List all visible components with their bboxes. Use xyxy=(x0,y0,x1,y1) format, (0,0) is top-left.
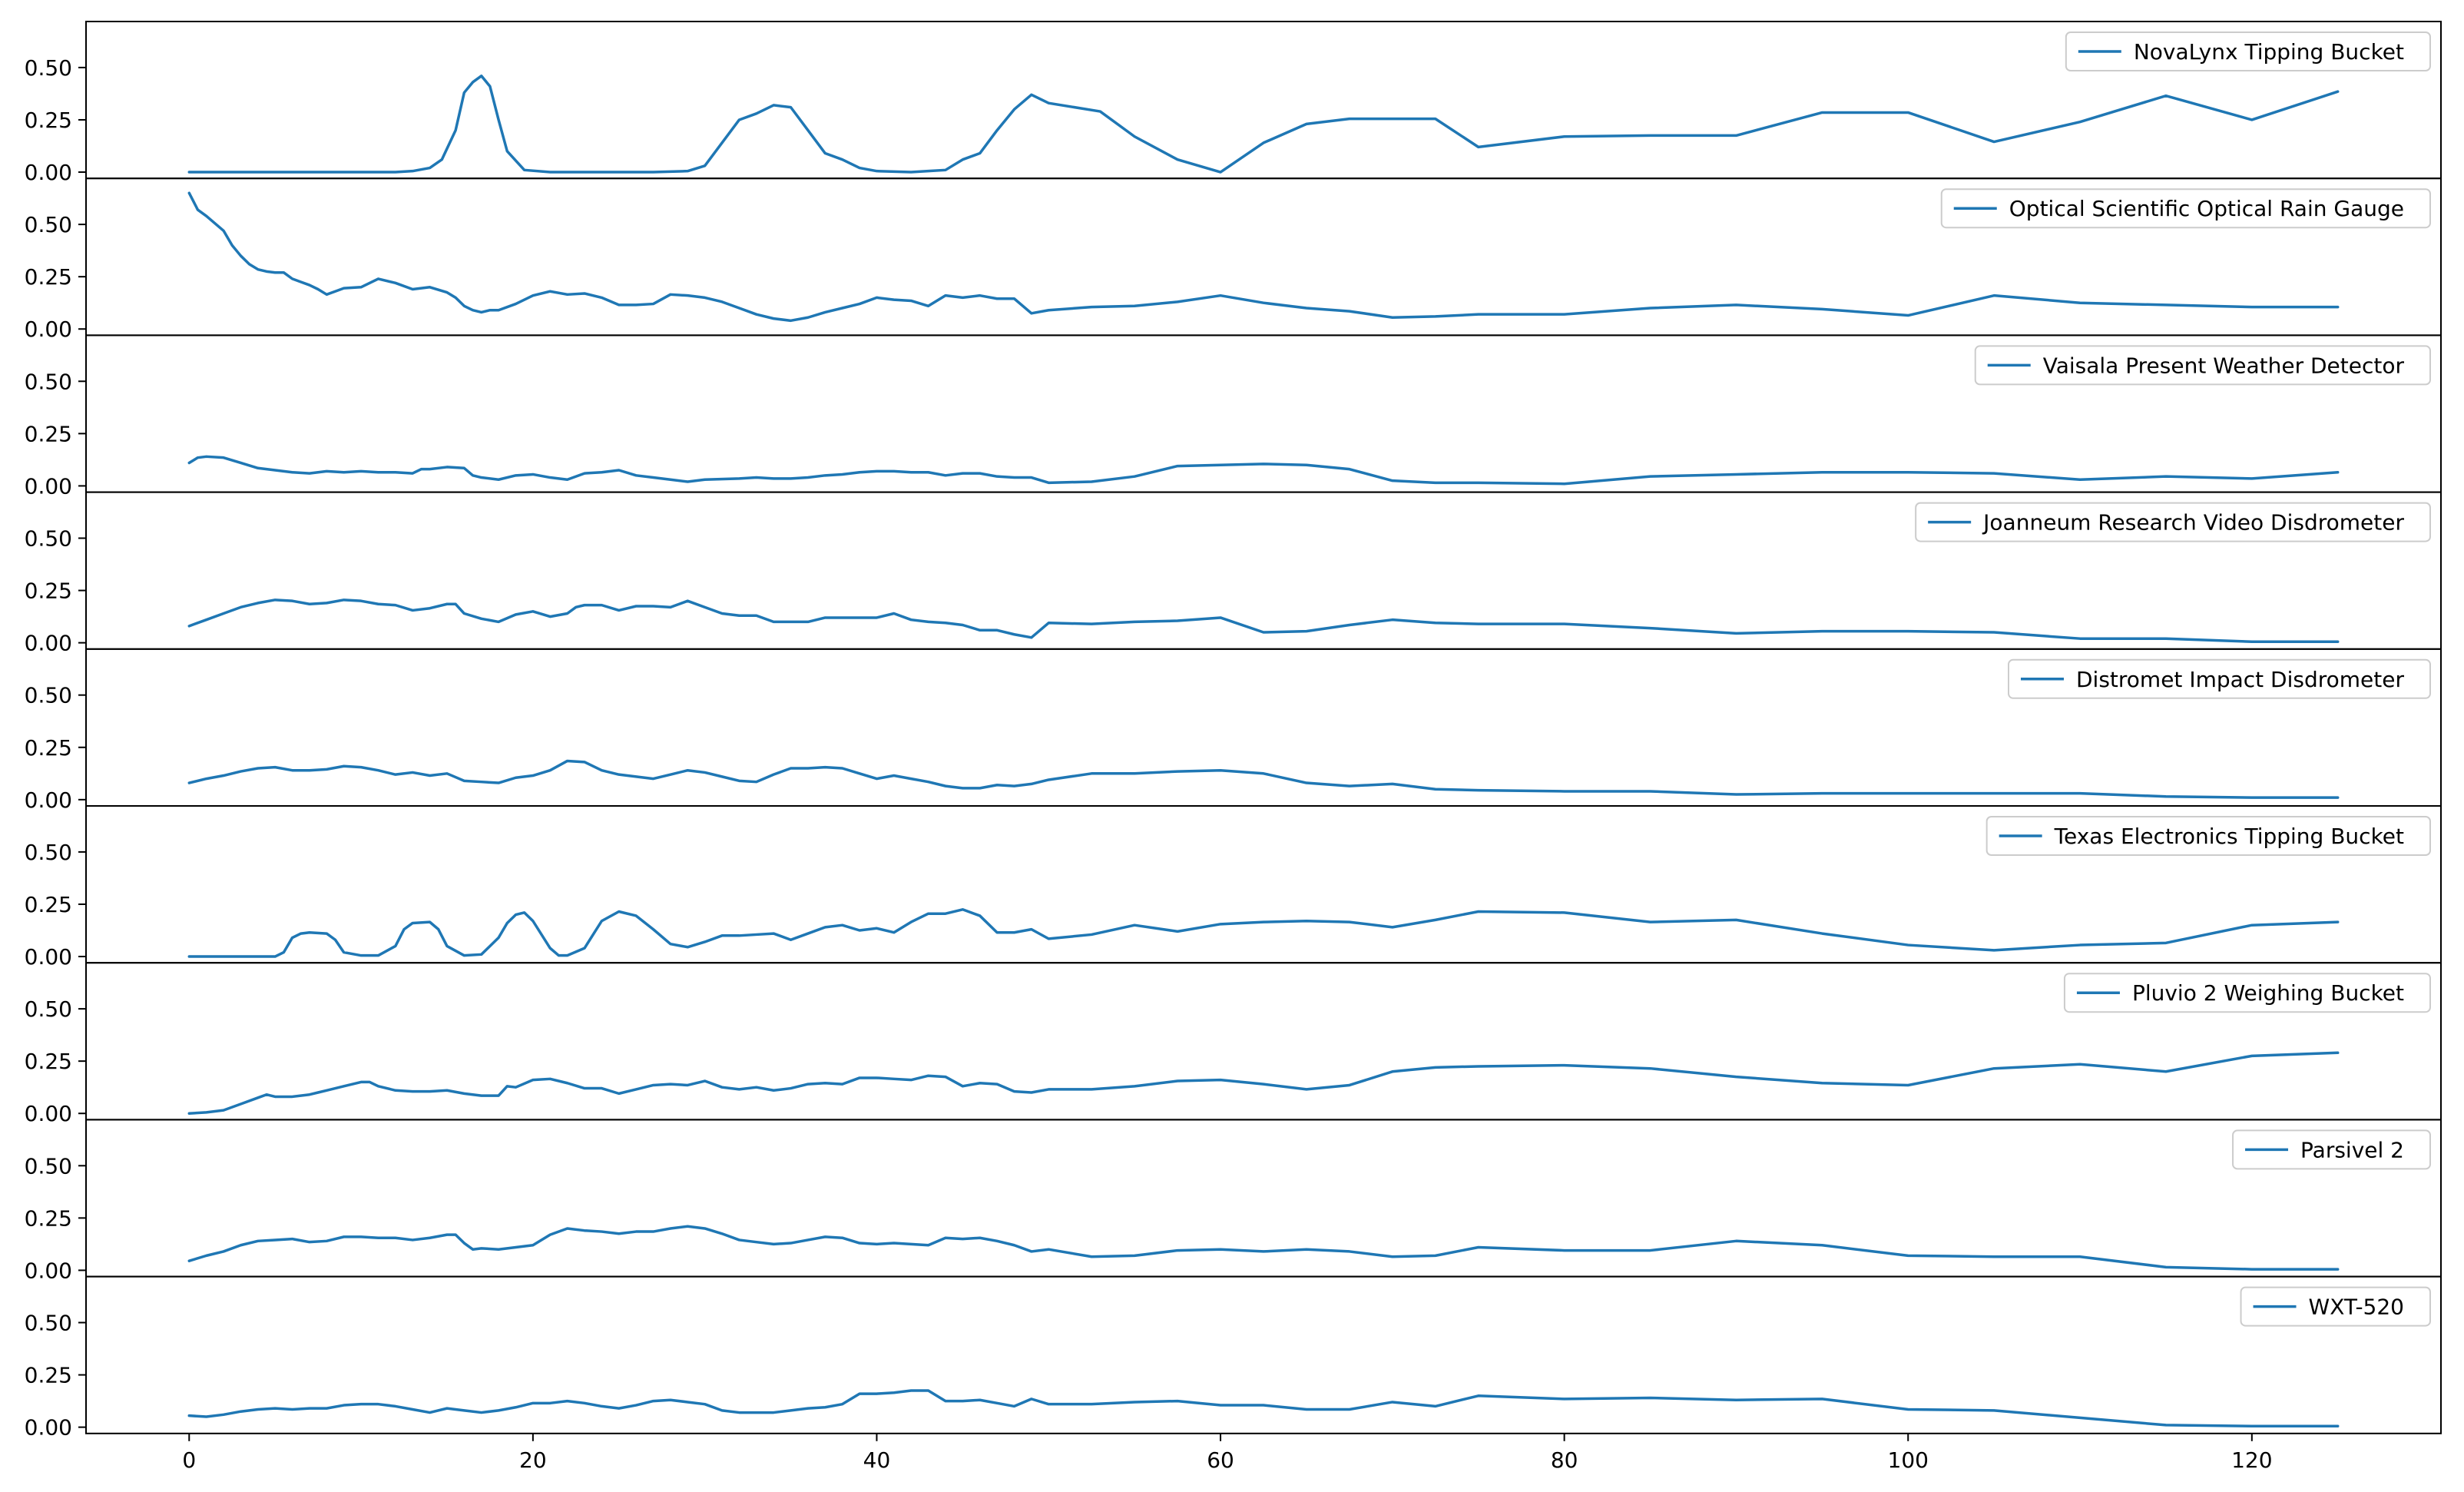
x-tick-label: 40 xyxy=(863,1447,891,1473)
y-tick-label: 0.25 xyxy=(25,892,72,917)
panel-frame xyxy=(85,1119,2442,1278)
y-tick-label: 0.50 xyxy=(25,683,72,708)
y-tick-label: 0.25 xyxy=(25,735,72,761)
x-tick-label: 60 xyxy=(1207,1447,1234,1473)
legend-label: NovaLynx Tipping Bucket xyxy=(2134,39,2404,65)
y-tick-label: 0.50 xyxy=(25,840,72,865)
series-line xyxy=(187,191,2340,323)
legend-box xyxy=(2240,1286,2431,1327)
panel-2: 0.00 0.25 0.50 Optical Scientific Optical R… xyxy=(25,177,2442,342)
legend-box xyxy=(2008,658,2431,699)
y-tick-label: 0.50 xyxy=(25,212,72,237)
series-line xyxy=(187,1225,2340,1271)
y-tick-label: 0.25 xyxy=(25,1049,72,1074)
y-tick-label: 0.25 xyxy=(25,1363,72,1388)
panel-8: 0.00 0.25 0.50 Parsivel 2 xyxy=(25,1119,2442,1283)
y-tick-label: 0.00 xyxy=(25,944,72,970)
y-tick-label: 0.00 xyxy=(25,473,72,499)
x-tick-label: 0 xyxy=(182,1447,196,1473)
legend: Optical Scientific Optical Rain Gauge xyxy=(1940,188,2431,229)
series-line xyxy=(187,75,2340,174)
legend-box xyxy=(1974,345,2431,386)
legend: Texas Electronics Tipping Bucket xyxy=(1985,816,2431,856)
y-tick-label: 0.50 xyxy=(25,1310,72,1335)
y-tick-label: 0.25 xyxy=(25,421,72,446)
series-line xyxy=(187,1051,2340,1115)
x-tick-label: 100 xyxy=(1888,1447,1929,1473)
panel-9: 0.00 0.25 0.50 WXT-520 xyxy=(25,1275,2442,1441)
legend: NovaLynx Tipping Bucket xyxy=(2065,31,2431,71)
legend: Distromet Impact Disdrometer xyxy=(2008,658,2431,699)
series-line xyxy=(187,759,2340,799)
legend: Vaisala Present Weather Detector xyxy=(1974,345,2431,386)
y-tick-label: 0.25 xyxy=(25,579,72,604)
legend-box xyxy=(1940,188,2431,229)
legend-label: Optical Scientific Optical Rain Gauge xyxy=(2009,196,2404,221)
panel-5: 0.00 0.25 0.50 Distromet Impact Disdrometer xyxy=(25,648,2442,813)
y-tick-label: 0.50 xyxy=(25,369,72,394)
panel-4: 0.00 0.25 0.50 Joanneum Research Video Disd… xyxy=(25,491,2442,656)
panel-7: 0.00 0.25 0.50 Pluvio 2 Weighing Bucket xyxy=(25,962,2442,1126)
y-tick-label: 0.25 xyxy=(25,1205,72,1231)
panel-3: 0.00 0.25 0.50 Vaisala Present Weather Dete… xyxy=(25,334,2442,499)
series-line xyxy=(187,598,2340,644)
panel-6: 0.00 0.25 0.50 Texas Electronics Tipping Bu… xyxy=(25,805,2442,970)
y-tick-label: 0.00 xyxy=(25,631,72,656)
legend-label: Parsivel 2 xyxy=(2300,1137,2404,1162)
panel-frame xyxy=(85,1275,2442,1434)
y-tick-label: 0.25 xyxy=(25,264,72,290)
x-tick-label: 20 xyxy=(519,1447,547,1473)
legend-box xyxy=(1915,502,2431,542)
x-tick-label: 80 xyxy=(1551,1447,1578,1473)
y-tick-label: 0.50 xyxy=(25,996,72,1022)
x-tick-label: 120 xyxy=(2231,1447,2272,1473)
series-line xyxy=(187,1389,2340,1428)
legend: Parsivel 2 xyxy=(2232,1129,2431,1170)
legend-box xyxy=(2063,973,2431,1013)
legend-label: Joanneum Research Video Disdrometer xyxy=(1982,510,2404,535)
y-tick-label: 0.50 xyxy=(25,55,72,81)
legend-label: WXT-520 xyxy=(2309,1295,2404,1320)
legend-label: Vaisala Present Weather Detector xyxy=(2043,353,2405,378)
y-tick-label: 0.00 xyxy=(25,317,72,342)
series-line xyxy=(187,455,2340,486)
y-tick-label: 0.00 xyxy=(25,1258,72,1283)
y-tick-label: 0.00 xyxy=(25,1415,72,1441)
y-tick-label: 0.00 xyxy=(25,787,72,813)
legend-box xyxy=(1985,816,2431,856)
panel-1: 0.00 0.25 0.50 NovaLynx Tipping Bucket xyxy=(25,21,2442,185)
legend-label: Distromet Impact Disdrometer xyxy=(2076,667,2404,692)
y-tick-label: 0.00 xyxy=(25,1101,72,1126)
y-tick-label: 0.50 xyxy=(25,526,72,551)
y-tick-label: 0.00 xyxy=(25,160,72,185)
legend-label: Texas Electronics Tipping Bucket xyxy=(2054,824,2404,849)
legend-label: Pluvio 2 Weighing Bucket xyxy=(2132,980,2404,1006)
series-line xyxy=(187,908,2340,958)
y-tick-label: 0.25 xyxy=(25,108,72,133)
legend-box xyxy=(2065,31,2431,71)
legend: WXT-520 xyxy=(2240,1286,2431,1327)
y-tick-label: 0.50 xyxy=(25,1153,72,1179)
legend-box xyxy=(2232,1129,2431,1170)
legend: Joanneum Research Video Disdrometer xyxy=(1915,502,2431,542)
legend: Pluvio 2 Weighing Bucket xyxy=(2063,973,2431,1013)
